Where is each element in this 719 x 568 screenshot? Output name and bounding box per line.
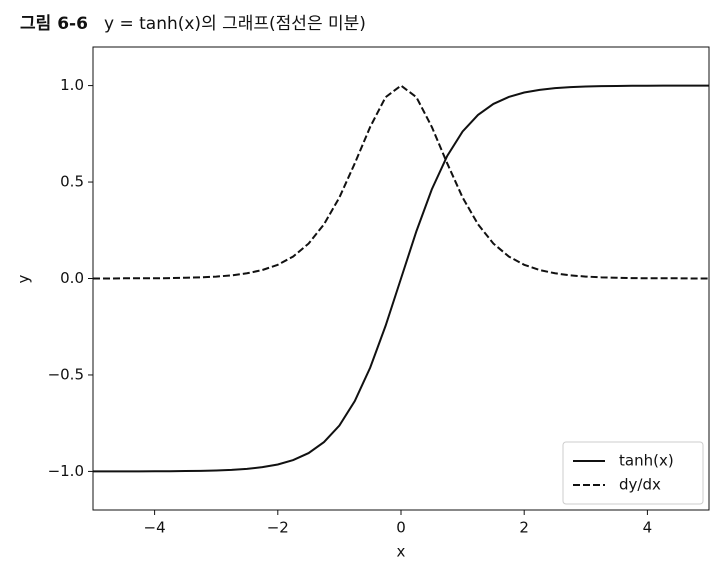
figure-label: 그림 6-6 xyxy=(20,14,88,34)
legend-label: dy/dx xyxy=(619,476,661,494)
y-tick-label: 0.0 xyxy=(60,269,84,287)
x-tick-label: −4 xyxy=(144,519,166,537)
chart-title: y = tanh(x)의 그래프(점선은 미분) xyxy=(104,14,366,34)
x-tick-label: −2 xyxy=(267,519,289,537)
x-tick-label: 4 xyxy=(643,519,653,537)
x-tick-label: 2 xyxy=(519,519,529,537)
legend-box xyxy=(562,441,704,505)
legend-label: tanh(x) xyxy=(619,452,674,470)
series-line xyxy=(93,84,709,473)
y-tick-label: −0.5 xyxy=(48,365,84,383)
x-axis-label: x xyxy=(397,543,406,561)
x-tick-label: 0 xyxy=(396,519,406,537)
y-tick-label: 1.0 xyxy=(60,76,84,94)
y-tick-label: −1.0 xyxy=(48,462,84,480)
y-axis-label: y xyxy=(15,274,33,283)
series-line xyxy=(93,84,709,280)
y-tick-label: 0.5 xyxy=(60,173,84,191)
